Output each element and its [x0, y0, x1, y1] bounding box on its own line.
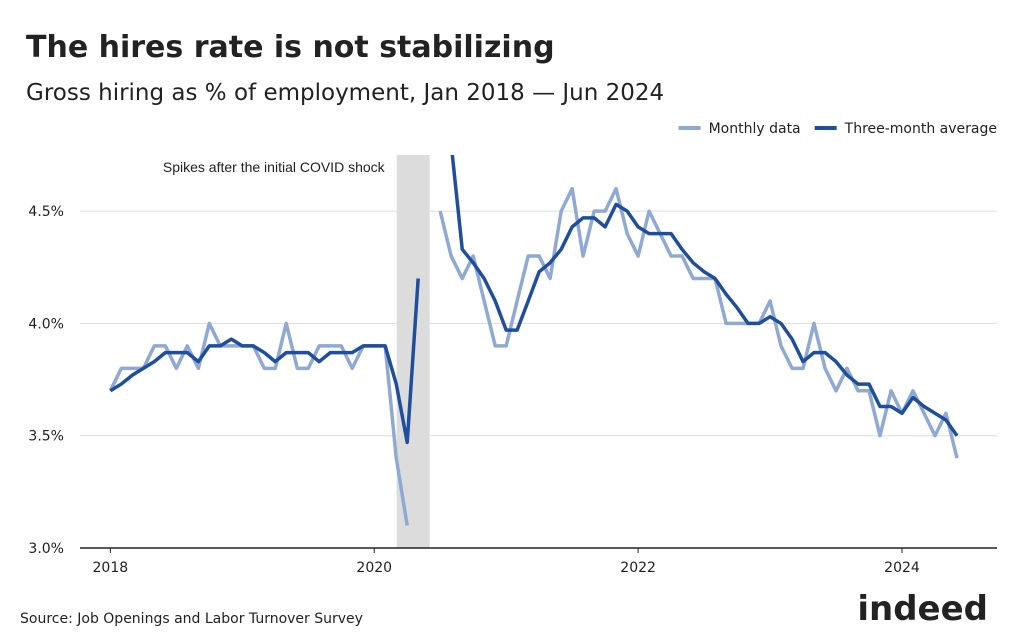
y-tick-label: 3.5%: [28, 429, 64, 445]
x-tick-label: 2024: [884, 560, 920, 576]
x-tick-label: 2022: [620, 560, 656, 576]
logo: indeed: [857, 589, 988, 629]
series-line: [108, 186, 959, 526]
chart-title: The hires rate is not stabilizing: [26, 30, 555, 65]
y-tick-label: 4.5%: [28, 204, 64, 220]
series-line: [109, 155, 959, 445]
legend-label: Three-month average: [844, 121, 997, 137]
source: Source: Job Openings and Labor Turnover …: [20, 611, 363, 627]
x-tick-label: 2018: [93, 560, 129, 576]
y-tick-label: 3.0%: [28, 541, 64, 557]
legend-label: Monthly data: [709, 121, 801, 137]
x-tick-label: 2020: [356, 560, 392, 576]
chart-subtitle: Gross hiring as % of employment, Jan 201…: [26, 80, 664, 106]
y-tick-label: 4.0%: [28, 316, 64, 332]
annotation-text: Spikes after the initial COVID shock: [163, 159, 386, 175]
